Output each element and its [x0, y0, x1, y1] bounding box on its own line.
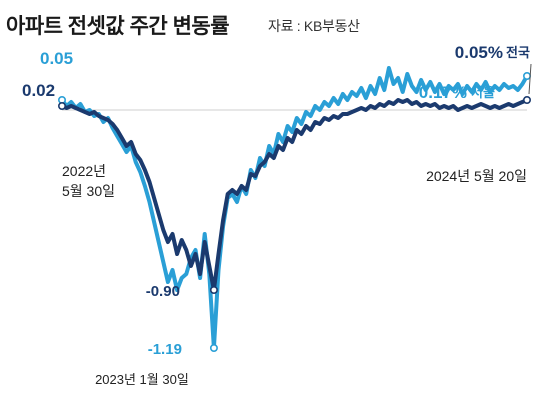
series-layer: [60, 66, 529, 350]
national-min-label: -0.90: [146, 283, 180, 300]
seoul-start-label: 0.05: [40, 49, 73, 68]
chart-source: 자료 : KB부동산: [268, 18, 360, 34]
marker-layer: [57, 72, 531, 352]
x-tick-start-date: 5월 30일: [62, 183, 115, 199]
seoul-min-marker: [209, 343, 218, 352]
national-start-label: 0.02: [22, 81, 55, 100]
seoul-end-marker: [522, 72, 531, 81]
seoul-min-label: -1.19: [148, 341, 182, 358]
seoul-end-label: 0.17%: [419, 83, 467, 102]
national-end-marker: [522, 96, 531, 105]
national-end-name: 전국: [506, 45, 530, 60]
x-tick-end-date: 2024년 5월 20일: [426, 168, 527, 184]
x-annotation-min-date: 2023년 1월 30일: [95, 372, 189, 387]
series-line-national: [61, 98, 528, 292]
x-tick-start-year: 2022년: [62, 163, 106, 179]
series-line-seoul: [60, 66, 529, 350]
national-end-label: 0.05%: [455, 43, 503, 62]
national-start-marker: [57, 102, 66, 111]
seoul-end-name: 서울: [471, 85, 495, 100]
national-min-marker: [209, 285, 218, 294]
end-leader-line: [528, 63, 532, 95]
chart-title: 아파트 전셋값 주간 변동률: [6, 15, 230, 38]
